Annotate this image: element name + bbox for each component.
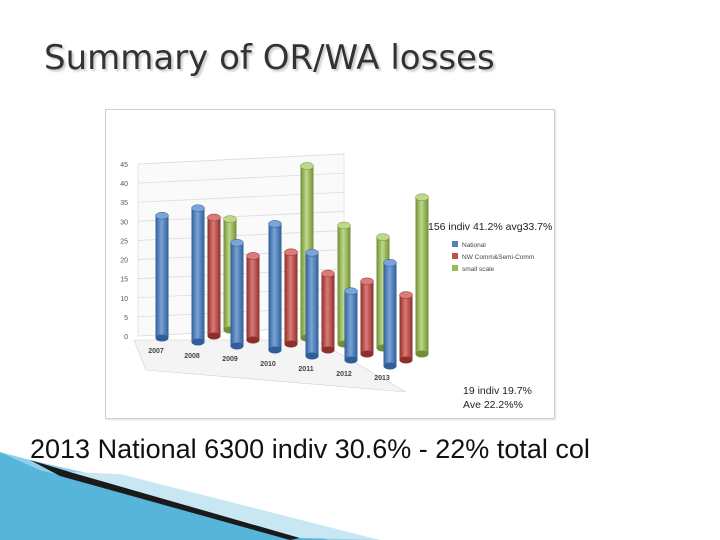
y-tick-label: 45 [120, 162, 128, 169]
bar-base [230, 342, 244, 350]
x-tick-label: 2008 [184, 353, 200, 360]
bar-nw-comm-semi-comm-2013 [399, 295, 413, 360]
legend-swatch [452, 241, 458, 247]
decorative-swoosh [0, 452, 380, 540]
bar-nw-comm-semi-comm-2008 [207, 217, 221, 336]
chart-frame: 0 5 10 15 20 25 30 35 40 45 2007 2008 2009 2010 2011 20… [105, 109, 555, 419]
annotation-bottom-line2: Ave 22.2%% [463, 399, 523, 411]
bar-base [305, 352, 319, 360]
y-tick-label: 10 [120, 296, 128, 303]
bar-top [305, 249, 319, 257]
gridline [137, 153, 345, 165]
swoosh-dark [30, 460, 300, 540]
bar-base [268, 346, 282, 354]
annotation-bottom-line1: 19 indiv 19.7% [463, 385, 532, 397]
bar-top [191, 204, 205, 212]
bar-small-scale-2013 [415, 197, 429, 354]
annotation-top: 156 indiv 41.2% avg33.7% [428, 221, 553, 233]
bar-top [284, 248, 298, 257]
bar-base [155, 334, 169, 342]
bar-base [360, 350, 374, 358]
bar-national-2012 [344, 291, 358, 360]
bar-top [344, 287, 358, 295]
x-tick-label: 2012 [336, 371, 352, 378]
bar-base [246, 336, 260, 344]
bar-top [207, 213, 221, 222]
bar-base [207, 332, 221, 340]
bar-top [376, 233, 390, 241]
y-tick-label: 15 [120, 277, 128, 284]
legend-swatch [452, 253, 458, 259]
footer-summary: 2013 National 6300 indiv 30.6% - 22% tot… [30, 434, 590, 464]
annotation-bottom: 19 indiv 19.7% Ave 22.2%% [463, 384, 532, 412]
bar-nw-comm-semi-comm-2011 [321, 273, 335, 350]
bar-national-2011 [305, 252, 319, 356]
x-tick-label: 2009 [222, 356, 238, 363]
bar-national-2010 [268, 223, 282, 350]
swoosh-blue [0, 452, 330, 540]
y-tick-label: 20 [120, 258, 128, 265]
bar-top [415, 193, 429, 202]
legend-label: National [462, 242, 486, 249]
bar-top [223, 215, 237, 223]
bar-base [284, 340, 298, 348]
bar-top [383, 259, 397, 267]
swoosh-light-band [70, 472, 380, 540]
y-tick-label: 40 [120, 181, 128, 188]
bar-base [321, 346, 335, 354]
legend-label: small scale [462, 266, 495, 273]
bar-top [230, 239, 244, 247]
bar-nw-comm-semi-comm-2012 [360, 281, 374, 354]
bar-base [415, 350, 429, 358]
y-tick-label: 25 [120, 238, 128, 245]
bar-top [360, 277, 374, 286]
slide-title: Summary of OR/WA losses [44, 38, 495, 78]
x-tick-label: 2010 [260, 361, 276, 368]
chart-svg: 0 5 10 15 20 25 30 35 40 45 2007 2008 2009 2010 2011 20… [120, 153, 534, 393]
y-tick-label: 5 [124, 315, 128, 322]
x-tick-label: 2007 [148, 348, 164, 355]
bar-base [383, 362, 397, 370]
bar-base [191, 338, 205, 346]
bar-nw-comm-semi-comm-2009 [246, 255, 260, 340]
bar-top [300, 162, 314, 170]
bar-top [337, 221, 351, 230]
bar-top [155, 211, 169, 220]
x-tick-label: 2013 [374, 375, 390, 382]
bar-base [344, 356, 358, 364]
bar-top [268, 220, 282, 228]
bar-top [246, 252, 260, 260]
bar-top [399, 291, 413, 299]
bar-national-2013 [383, 262, 397, 366]
y-tick-label: 30 [120, 219, 128, 226]
x-tick-label: 2011 [298, 366, 313, 373]
bar-nw-comm-semi-comm-2010 [284, 252, 298, 344]
bar-national-2008 [191, 208, 205, 342]
legend-label: NW Comm&Semi-Comm [462, 254, 534, 261]
y-tick-label: 0 [124, 334, 128, 341]
bar-base [399, 356, 413, 364]
bar-national-2009 [230, 242, 244, 346]
legend-swatch [452, 265, 458, 271]
bar-top [321, 269, 335, 278]
y-tick-label: 35 [120, 200, 128, 207]
bar-national-2007 [155, 215, 169, 338]
